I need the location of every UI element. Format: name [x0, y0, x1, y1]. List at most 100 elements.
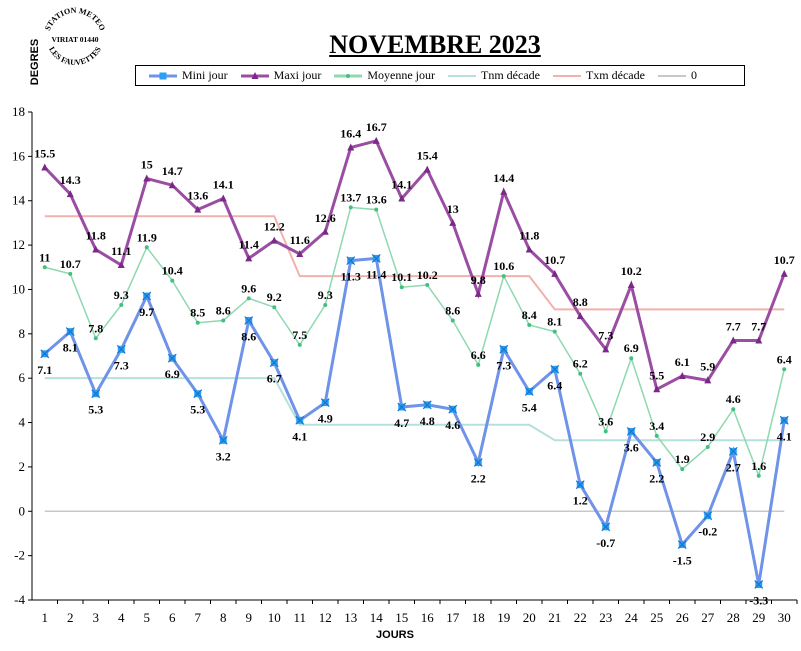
moyenne-data-label: 1.6 [751, 459, 766, 473]
maxi-data-label: 5.9 [700, 359, 715, 373]
moyenne-data-label: 9.6 [241, 281, 256, 295]
moyenne-point [68, 271, 73, 276]
moyenne-point [170, 278, 175, 283]
legend-item: Tnm décade [447, 68, 540, 83]
mini-data-label: 2.7 [726, 460, 741, 474]
legend-label: 0 [690, 68, 697, 82]
moyenne-data-label: 9.3 [318, 288, 333, 302]
maxi-point [602, 345, 610, 353]
mini-data-label: 3.2 [216, 449, 231, 463]
moyenne-point [119, 302, 124, 307]
series-line-3 [44, 377, 785, 442]
legend-swatch [240, 71, 269, 79]
mini-data-label: 2.2 [649, 471, 664, 485]
mini-data-label: 5.3 [190, 403, 205, 417]
mini-data-label: 11.3 [341, 270, 361, 284]
maxi-data-label: 11.1 [111, 244, 131, 258]
mini-data-label: 1.2 [573, 494, 588, 508]
mini-point-cross [677, 540, 687, 549]
legend-swatch [552, 74, 581, 77]
mini-point-cross [91, 389, 101, 399]
x-tick-label: 26 [676, 610, 690, 625]
mini-point-cross [371, 253, 381, 263]
moyenne-data-label: 7.5 [292, 328, 307, 342]
maxi-point [92, 245, 100, 253]
mini-data-label: 7.3 [496, 358, 511, 372]
maxi-data-label: 11.8 [519, 229, 539, 243]
moyenne-point [476, 362, 481, 367]
mini-data-label: 2.2 [471, 471, 486, 485]
y-tick-label: 10 [12, 281, 25, 296]
moyenne-data-label: 8.1 [547, 315, 562, 329]
moyenne-point [654, 433, 659, 438]
maxi-data-label: 14.1 [391, 178, 412, 192]
x-tick-label: 9 [246, 610, 253, 625]
mini-point-cross [40, 349, 50, 359]
y-tick-label: 0 [19, 503, 26, 518]
mini-point-cross [193, 389, 203, 399]
moyenne-point [731, 407, 736, 412]
maxi-data-label: 14.7 [162, 164, 183, 178]
moyenne-data-label: 6.9 [624, 341, 639, 355]
moyenne-data-label: 8.6 [216, 304, 231, 318]
moyenne-data-label: 2.9 [700, 430, 715, 444]
legend-item: Txm décade [552, 68, 645, 83]
y-tick-label: 4 [19, 415, 26, 430]
mini-point-cross [65, 327, 75, 337]
x-axis-label: JOURS [376, 629, 414, 641]
moyenne-data-label: 13.6 [366, 193, 387, 207]
legend-item: Moyenne jour [333, 68, 435, 83]
y-tick-label: 14 [12, 193, 26, 208]
moyenne-data-label: 6.4 [777, 352, 792, 366]
maxi-data-label: 7.7 [751, 319, 766, 333]
maxi-data-label: 5.5 [649, 368, 664, 382]
maxi-point [41, 163, 49, 171]
moyenne-point [195, 320, 200, 325]
maxi-point [347, 143, 355, 151]
x-tick-label: 28 [727, 610, 740, 625]
mini-data-label: 7.3 [114, 358, 129, 372]
maxi-point [576, 312, 584, 320]
maxi-point [398, 194, 406, 202]
moyenne-data-label: 11.9 [137, 230, 157, 244]
mini-data-label: 4.9 [318, 412, 333, 426]
x-tick-label: 18 [472, 610, 485, 625]
maxi-data-label: 13 [447, 202, 459, 216]
legend-label: Mini jour [182, 68, 228, 82]
y-tick-label: -4 [14, 592, 25, 607]
mini-data-label: -0.2 [698, 525, 717, 539]
maxi-data-label: 16.4 [340, 126, 361, 140]
maxi-point [500, 187, 508, 195]
legend-label: Moyenne jour [367, 68, 435, 82]
maxi-point [449, 218, 457, 226]
x-tick-label: 15 [395, 610, 408, 625]
moyenne-point [450, 318, 455, 323]
x-tick-label: 13 [344, 610, 357, 625]
maxi-data-label: 16.7 [366, 120, 387, 134]
mini-data-label: 6.7 [267, 372, 282, 386]
moyenne-data-label: 13.7 [340, 190, 361, 204]
x-tick-label: 5 [144, 610, 151, 625]
moyenne-point [42, 265, 47, 270]
x-tick-label: 3 [93, 610, 100, 625]
mini-data-label: 5.3 [88, 403, 103, 417]
moyenne-point [93, 336, 98, 341]
maxi-data-label: 15.4 [417, 149, 438, 163]
mini-point-cross [754, 580, 764, 589]
mini-data-label: 4.1 [292, 429, 307, 443]
moyenne-point [297, 342, 302, 347]
mini-data-label: 6.9 [165, 367, 180, 381]
moyenne-point [374, 207, 379, 212]
maxi-point [168, 181, 176, 189]
mini-data-label: 4.1 [777, 429, 792, 443]
mini-data-label: 6.4 [547, 378, 562, 392]
moyenne-data-label: 10.2 [417, 268, 438, 282]
moyenne-point [144, 245, 149, 250]
y-tick-label: 2 [19, 459, 26, 474]
legend-label: Tnm décade [481, 68, 540, 82]
mini-data-label: -1.5 [673, 554, 692, 568]
mini-point-cross [346, 256, 356, 266]
mini-point-cross [218, 435, 228, 445]
legend-swatch [657, 74, 686, 77]
